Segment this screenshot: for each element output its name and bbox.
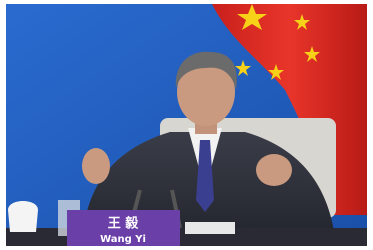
cup: [8, 201, 38, 232]
left-hand: [82, 148, 110, 184]
page: 王 毅 Wang Yi (() => { const data = JSON.p…: [0, 0, 373, 250]
right-hand: [256, 154, 292, 186]
papers: [185, 222, 235, 234]
nameplate-english: Wang Yi: [100, 234, 146, 245]
nameplate-chinese: 王 毅: [108, 216, 140, 232]
photo: 王 毅 Wang Yi: [0, 0, 373, 250]
